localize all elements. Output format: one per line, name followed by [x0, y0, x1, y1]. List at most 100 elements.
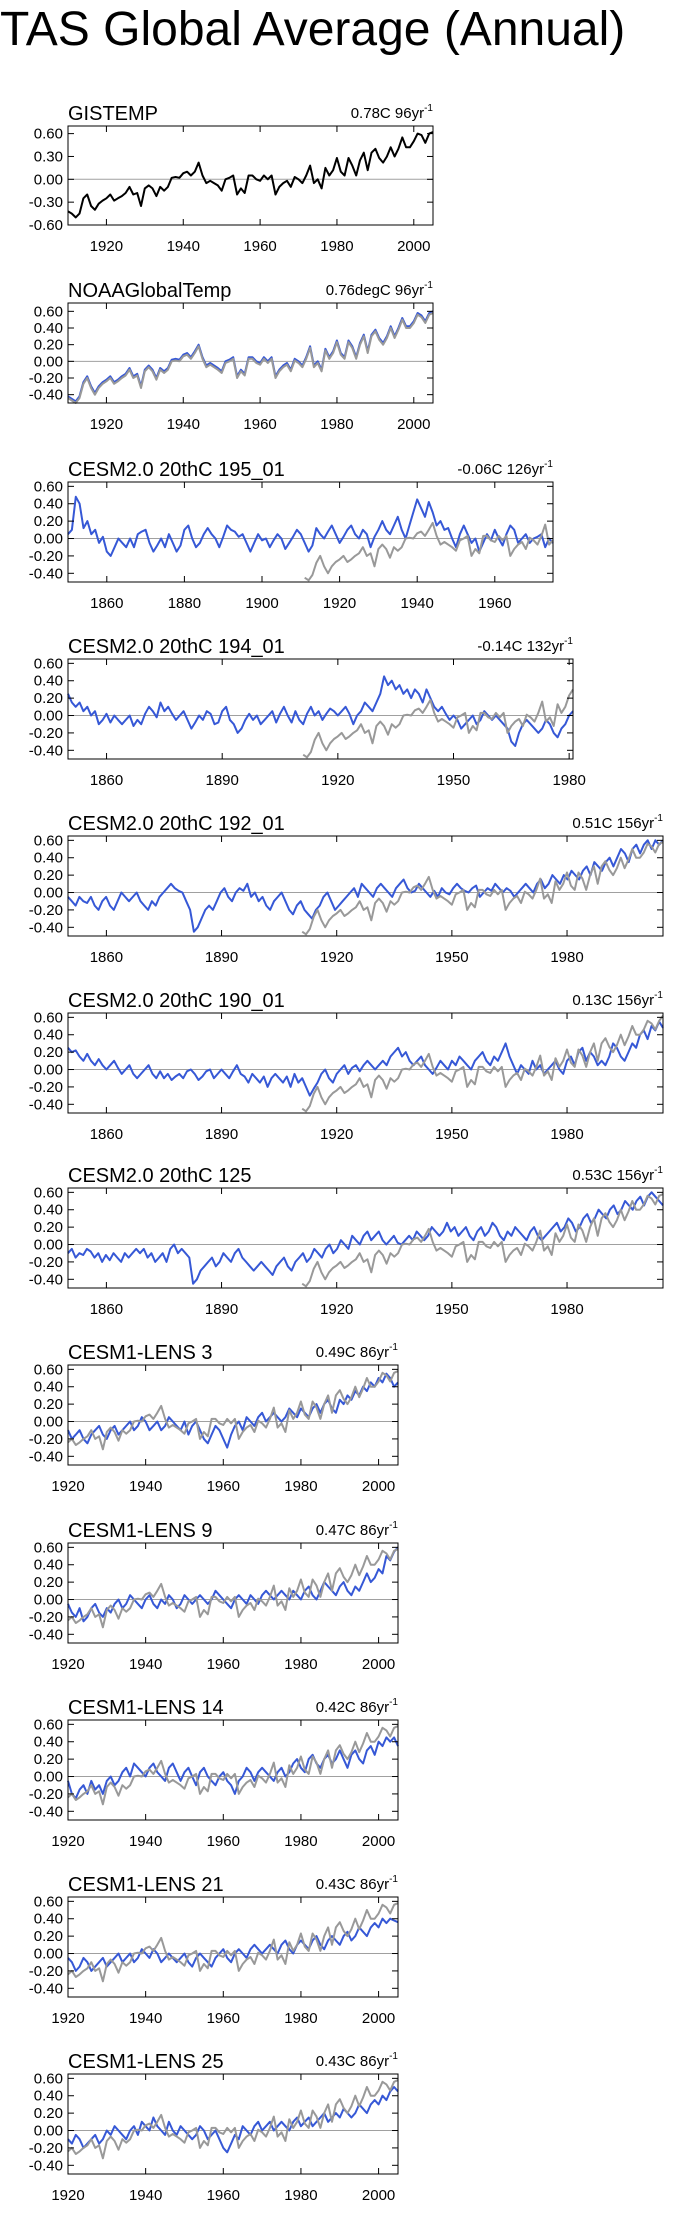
- panel-title: CESM2.0 20thC 190_01: [68, 990, 285, 1012]
- x-tick-label: 1980: [320, 416, 353, 433]
- x-tick-label: 1980: [284, 2187, 317, 2204]
- panel-title: GISTEMP: [68, 103, 158, 125]
- x-tick-label: 1960: [207, 1478, 240, 1495]
- series-line-model: [67, 1917, 399, 1972]
- y-tick-label: -0.20: [29, 370, 63, 387]
- trend-label: 0.13C 156yr-1: [572, 990, 663, 1009]
- panel-1: 0.60 0.30 0.00 -0.30 -0.60 1920 1940 1960 1980 20…: [29, 103, 434, 255]
- x-tick-label: 1860: [90, 949, 123, 966]
- x-tick-label: 1950: [437, 772, 470, 789]
- y-tick-label: -0.20: [29, 725, 63, 742]
- y-tick-label: -0.40: [29, 919, 63, 936]
- series-line-model: [67, 495, 554, 557]
- plot-frame: [67, 481, 554, 583]
- y-tick-label: 0.00: [34, 885, 63, 902]
- y-tick-label: 0.20: [34, 1751, 63, 1768]
- y-tick-label: 0.60: [34, 1893, 63, 1910]
- x-tick-label: 1980: [284, 2010, 317, 2027]
- x-tick-label: 1920: [90, 238, 123, 255]
- y-tick-label: 0.00: [34, 1769, 63, 1786]
- trend-value: 0.78C 96yr: [351, 105, 424, 122]
- x-tick-label: 1920: [90, 416, 123, 433]
- panel-title: CESM1-LENS 25: [68, 2051, 224, 2073]
- x-tick-label: 1860: [90, 595, 123, 612]
- y-tick-label: 0.00: [34, 1414, 63, 1431]
- x-tick-label: 1890: [206, 772, 239, 789]
- y-tick-label: 0.00: [34, 708, 63, 725]
- y-tick-label: -0.40: [29, 387, 63, 404]
- x-tick-label: 1890: [205, 949, 238, 966]
- y-tick-label: 0.20: [34, 867, 63, 884]
- panel-8: 0.600.400.200.00-0.20-0.40 1920 1940 1960 19…: [29, 1342, 399, 1495]
- panel-2: 0.600.400.200.00-0.20-0.40 1920 1940 1960 19…: [29, 280, 434, 433]
- trend-exponent: -1: [544, 459, 553, 470]
- y-tick-label: 0.60: [34, 832, 63, 849]
- y-tick-label: 0.40: [34, 1027, 63, 1044]
- x-tick-label: 1950: [435, 1126, 468, 1143]
- panel-9: 0.600.400.200.00-0.20-0.40 1920 1940 1960 19…: [29, 1520, 399, 1673]
- plot-frame: [67, 835, 664, 937]
- plot-frame: [67, 125, 434, 226]
- x-tick-label: 2000: [397, 238, 430, 255]
- y-tick-label: 0.40: [34, 320, 63, 337]
- series-line-obs_overlay: [67, 1902, 399, 1983]
- trend-value: 0.43C 86yr: [316, 2053, 389, 2070]
- y-tick-label: -0.20: [29, 548, 63, 565]
- x-tick-label: 1890: [205, 1126, 238, 1143]
- panel-4: 0.600.400.200.00-0.20-0.40 1860 1890 1920 19…: [29, 636, 586, 789]
- x-tick-label: 1920: [320, 1126, 353, 1143]
- y-tick-label: -0.20: [29, 2140, 63, 2157]
- plot-frame: [67, 302, 434, 404]
- trend-label: -0.06C 126yr-1: [457, 459, 553, 478]
- y-tick-label: -0.40: [29, 1980, 63, 1997]
- trend-value: 0.13C 156yr: [572, 992, 654, 1009]
- series-line-obs_overlay: [301, 1015, 664, 1113]
- panel-10: 0.600.400.200.00-0.20-0.40 1920 1940 1960 19…: [29, 1697, 399, 1850]
- y-tick-label: 0.20: [34, 337, 63, 354]
- series-line-obs_overlay: [302, 688, 574, 759]
- y-tick-label: 0.60: [34, 2070, 63, 2087]
- trend-label: 0.47C 86yr-1: [316, 1520, 399, 1539]
- plot-frame: [67, 1364, 399, 1466]
- trend-exponent: -1: [389, 1697, 398, 1708]
- y-tick-label: -0.40: [29, 565, 63, 582]
- y-tick-label: 0.00: [34, 531, 63, 548]
- x-tick-label: 2000: [362, 1833, 395, 1850]
- trend-exponent: -1: [389, 1520, 398, 1531]
- trend-value: 0.51C 156yr: [572, 815, 654, 832]
- panel-title: CESM1-LENS 14: [68, 1697, 224, 1719]
- x-tick-label: 1940: [167, 416, 200, 433]
- series-line-model: [67, 1020, 664, 1097]
- y-tick-label: 0.20: [34, 1044, 63, 1061]
- series-line-model: [67, 839, 664, 933]
- series-line-model: [67, 1546, 399, 1623]
- panel-title: CESM2.0 20thC 192_01: [68, 813, 285, 835]
- x-tick-label: 1920: [51, 2010, 84, 2027]
- trend-label: 0.51C 156yr-1: [572, 813, 663, 832]
- trend-label: 0.43C 86yr-1: [316, 1874, 399, 1893]
- plot-frame: [67, 1896, 399, 1998]
- y-tick-label: 0.20: [34, 690, 63, 707]
- y-tick-label: 0.60: [34, 1009, 63, 1026]
- trend-exponent: -1: [654, 1165, 663, 1176]
- y-tick-label: -0.40: [29, 1448, 63, 1465]
- plot-frame: [67, 1012, 664, 1114]
- y-tick-label: 0.00: [34, 2123, 63, 2140]
- series-line-model: [67, 1736, 399, 1800]
- series-line-obs_overlay: [301, 1193, 664, 1288]
- plot-frame: [67, 658, 574, 760]
- x-tick-label: 1960: [207, 2187, 240, 2204]
- trend-label: 0.42C 86yr-1: [316, 1697, 399, 1716]
- series-line-model: [67, 2086, 399, 2154]
- panel-title: CESM1-LENS 3: [68, 1342, 213, 1364]
- trend-exponent: -1: [654, 990, 663, 1001]
- y-tick-label: 0.30: [34, 148, 63, 165]
- x-tick-label: 2000: [397, 416, 430, 433]
- y-tick-label: 0.60: [34, 1539, 63, 1556]
- trend-value: 0.42C 86yr: [316, 1699, 389, 1716]
- series-line-model: [67, 1191, 664, 1285]
- x-tick-label: 1980: [550, 1301, 583, 1318]
- x-tick-label: 2000: [362, 2010, 395, 2027]
- series-line-obs_overlay: [301, 841, 664, 936]
- y-tick-label: 0.00: [34, 1062, 63, 1079]
